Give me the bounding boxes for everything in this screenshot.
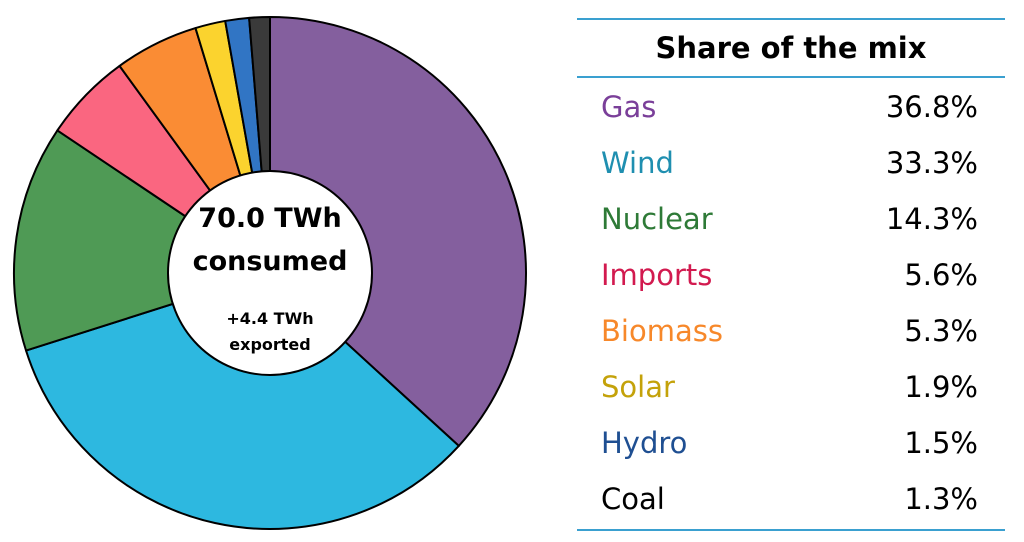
donut-chart: 70.0 TWh consumed +4.4 TWh exported [13, 15, 527, 530]
table-bottom-rule [577, 529, 1005, 531]
row-label: Biomass [601, 314, 723, 348]
table-row-coal: Coal 1.3% [577, 471, 1005, 527]
row-label: Gas [601, 90, 657, 124]
row-label: Wind [601, 146, 674, 180]
table-row-imports: Imports 5.6% [577, 247, 1005, 303]
row-label: Imports [601, 258, 713, 292]
row-share-value: 36.8% [885, 90, 978, 124]
row-share-value: 1.9% [904, 370, 978, 404]
center-total-caption: consumed [193, 246, 348, 277]
table-row-hydro: Hydro 1.5% [577, 415, 1005, 471]
table-row-wind: Wind 33.3% [577, 135, 1005, 191]
table-top-rule [577, 18, 1005, 20]
table-row-gas: Gas 36.8% [577, 79, 1005, 135]
table-row-solar: Solar 1.9% [577, 359, 1005, 415]
slice-nuclear [13, 129, 271, 352]
row-label: Nuclear [601, 202, 713, 236]
center-export-caption: exported [229, 335, 310, 354]
row-share-value: 14.3% [885, 202, 978, 236]
row-share-value: 5.3% [904, 314, 978, 348]
row-label: Hydro [601, 426, 688, 460]
row-share-value: 1.3% [904, 482, 978, 516]
mix-share-table: Share of the mix Gas 36.8% Wind 33.3% Nuclea… [577, 18, 1005, 531]
table-header-rule [577, 76, 1005, 78]
row-label: Coal [601, 482, 665, 516]
row-share-value: 5.6% [904, 258, 978, 292]
center-total-value: 70.0 TWh [198, 203, 341, 234]
slice-gas [269, 16, 527, 447]
table-row-biomass: Biomass 5.3% [577, 303, 1005, 359]
table-row-nuclear: Nuclear 14.3% [577, 191, 1005, 247]
table-rows: Gas 36.8% Wind 33.3% Nuclear 14.3% Imports 5.6%… [577, 78, 1005, 529]
center-export-value: +4.4 TWh [226, 309, 313, 328]
row-label: Solar [601, 370, 675, 404]
table-title: Share of the mix [655, 31, 927, 65]
donut-center-hole [167, 170, 373, 376]
row-share-value: 33.3% [885, 146, 978, 180]
slice-wind [25, 272, 460, 530]
row-share-value: 1.5% [904, 426, 978, 460]
